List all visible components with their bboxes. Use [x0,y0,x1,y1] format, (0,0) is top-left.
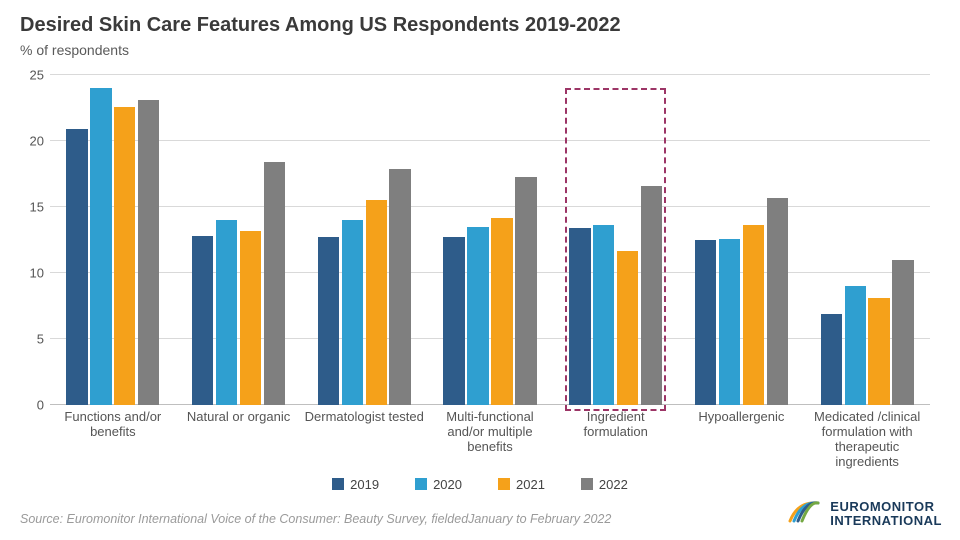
category-label: Functions and/or benefits [50,410,176,440]
y-tick-label: 5 [14,332,44,347]
legend-label: 2019 [350,477,379,492]
bar [892,260,913,405]
bar [515,177,536,405]
brand-logo: EUROMONITORINTERNATIONAL [788,499,942,528]
bar [138,100,159,405]
bar [66,129,87,405]
legend-item: 2019 [332,477,379,492]
bar [845,286,866,405]
bars-layer [50,75,930,405]
chart-title: Desired Skin Care Features Among US Resp… [20,14,621,37]
legend-swatch [581,478,593,490]
legend-label: 2021 [516,477,545,492]
legend-swatch [498,478,510,490]
bar [240,231,261,405]
category-label: Natural or organic [176,410,302,425]
bar [617,251,638,405]
category-label: Hypoallergenic [679,410,805,425]
legend-item: 2022 [581,477,628,492]
bar [443,237,464,405]
brand-text: EUROMONITORINTERNATIONAL [830,500,942,527]
category-labels: Functions and/or benefitsNatural or orga… [50,410,930,470]
source-note: Source: Euromonitor International Voice … [20,512,611,526]
bar [767,198,788,405]
legend: 2019 2020 2021 2022 [0,477,960,492]
chart-subtitle: % of respondents [20,42,129,58]
bar [366,200,387,405]
bar [569,228,590,405]
bar [695,240,716,405]
bar [342,220,363,405]
bar [318,237,339,405]
bar [90,88,111,405]
bar [821,314,842,405]
y-tick-label: 20 [14,134,44,149]
bar [719,239,740,405]
y-tick-label: 10 [14,266,44,281]
brand-line2: INTERNATIONAL [830,513,942,528]
bar [389,169,410,405]
bar [593,225,614,405]
legend-swatch [332,478,344,490]
category-label: Medicated /clinical formulation with the… [804,410,930,470]
chart-container: Desired Skin Care Features Among US Resp… [0,0,960,540]
y-tick-label: 0 [14,398,44,413]
brand-arcs-icon [788,499,824,528]
bar [264,162,285,405]
bar [641,186,662,405]
bar [743,225,764,405]
bar [192,236,213,405]
legend-swatch [415,478,427,490]
bar [467,227,488,405]
bar [216,220,237,405]
y-tick-label: 25 [14,68,44,83]
legend-item: 2020 [415,477,462,492]
y-tick-label: 15 [14,200,44,215]
category-label: Multi-functional and/or multiple benefit… [427,410,553,455]
bar [114,107,135,405]
legend-item: 2021 [498,477,545,492]
category-label: Ingredient formulation [553,410,679,440]
legend-label: 2022 [599,477,628,492]
bar [868,298,889,405]
legend-label: 2020 [433,477,462,492]
bar [491,218,512,405]
plot-area: 0510152025 [50,75,930,405]
category-label: Dermatologist tested [301,410,427,425]
